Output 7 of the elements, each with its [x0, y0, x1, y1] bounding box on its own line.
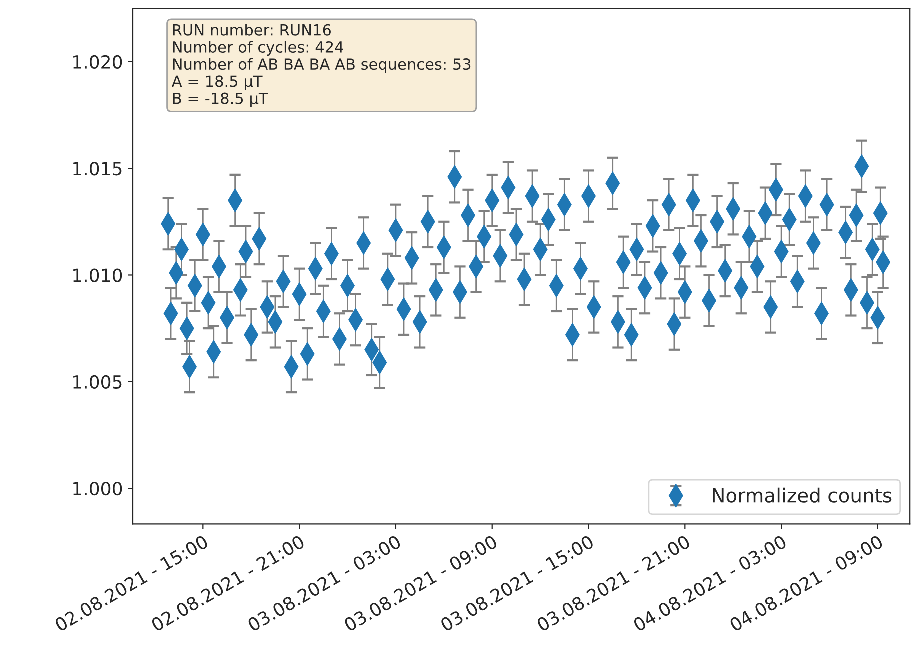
y-tick-label: 1.020: [74, 55, 122, 70]
legend-label: Normalized counts: [713, 488, 892, 503]
annotation: RUN number: RUN16 Number of cycles: 424 Number of AB BA BA AB sequences: 53 A = 18.5 μT B = -18.5 μT: [172, 24, 471, 108]
y-tick-label: 1.010: [74, 268, 122, 282]
y-tick-label: 1.005: [74, 375, 122, 390]
y-tick-label: 1.000: [74, 482, 122, 496]
y-tick-label: 1.015: [74, 162, 122, 176]
